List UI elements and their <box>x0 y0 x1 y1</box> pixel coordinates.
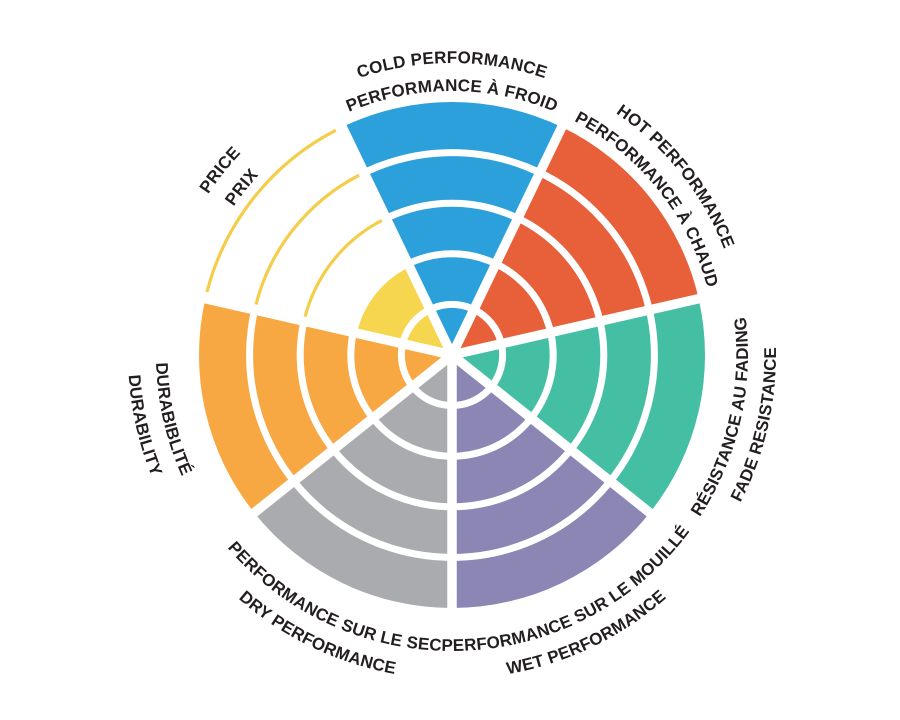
sector-boundary-line <box>246 351 455 521</box>
sector-price-outline-arc <box>205 128 337 293</box>
sector-boundary-line <box>198 292 454 360</box>
sector-boundary-line <box>447 119 569 358</box>
sector-boundary-line <box>335 119 457 358</box>
sector-cold-performance-wedge <box>342 101 562 355</box>
sector-wet-performance-wedge <box>452 355 650 608</box>
sector-fade-resistance-wedge <box>452 298 706 513</box>
sector-price-outline-arc <box>254 173 360 305</box>
sector-boundary-line <box>450 292 706 360</box>
sector-durability-wedge <box>198 298 452 513</box>
sector-dry-performance-wedge <box>254 355 452 608</box>
sector-boundary-line <box>449 351 658 521</box>
sector-hot-performance-wedge <box>452 127 699 355</box>
sector-price-outline-arc <box>303 218 384 318</box>
